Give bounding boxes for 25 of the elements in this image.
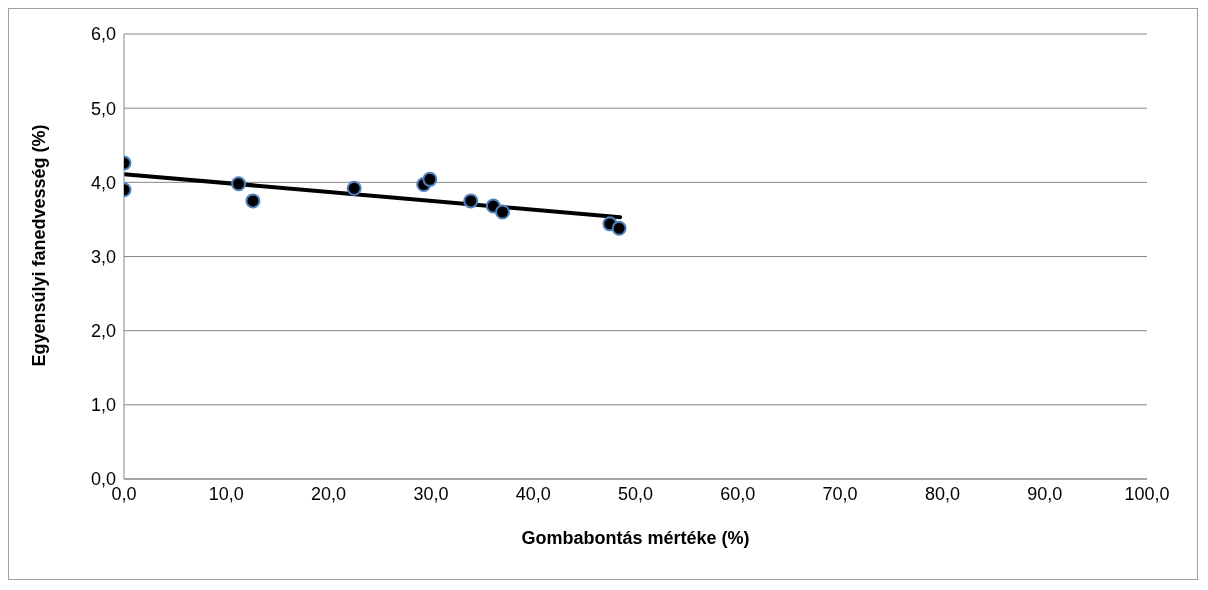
y-tick-label: 1,0 <box>90 395 116 416</box>
x-tick-label: 30,0 <box>413 483 449 504</box>
x-axis-title: Gombabontás mértéke (%) <box>521 528 750 548</box>
point <box>245 193 261 209</box>
x-tick-label: 40,0 <box>515 483 551 504</box>
y-tick-label: 3,0 <box>90 246 116 267</box>
x-tick-label: 80,0 <box>924 483 960 504</box>
y-axis-title: Egyensúlyi fanedvesség (%) <box>29 124 50 367</box>
x-tick-label: 50,0 <box>617 483 654 504</box>
y-tick-label: 4,0 <box>90 172 116 193</box>
x-tick-label: 100,0 <box>1124 483 1170 504</box>
x-tick-label: 20,0 <box>311 483 347 504</box>
point <box>422 171 438 187</box>
x-tick-label: 10,0 <box>208 483 244 504</box>
x-tick-label: 70,0 <box>822 483 858 504</box>
y-tick-label: 5,0 <box>90 98 116 119</box>
point <box>231 176 247 192</box>
point <box>346 180 362 196</box>
y-tick-label: 2,0 <box>90 321 116 342</box>
point <box>495 204 511 220</box>
point <box>611 220 627 236</box>
x-tick-label: 60,0 <box>720 483 756 504</box>
x-tick-label: 90,0 <box>1027 483 1063 504</box>
point <box>463 193 479 209</box>
y-tick-label: 6,0 <box>90 24 116 45</box>
